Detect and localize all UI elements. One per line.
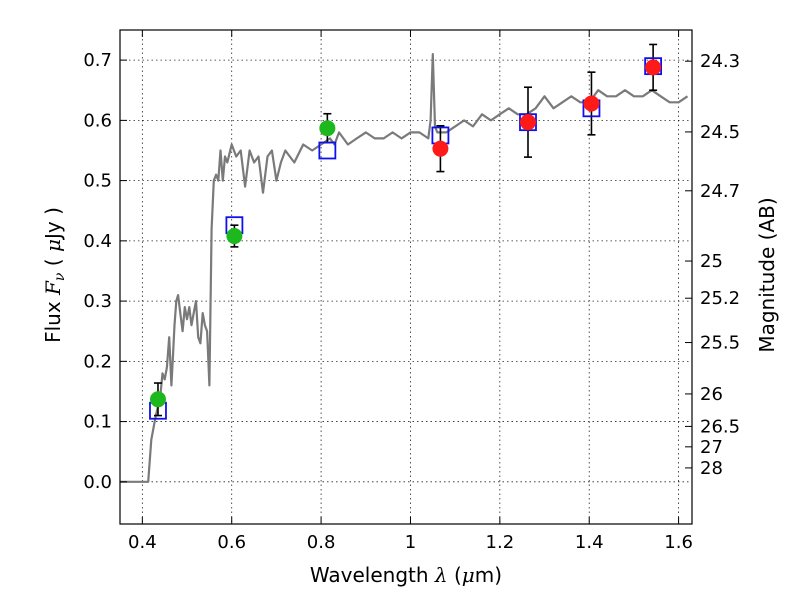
x-tick-label: 1.6 [664, 532, 693, 553]
y-axis-label: Flux Fν ( μJy ) [41, 207, 68, 343]
x-tick-label: 0.4 [128, 532, 157, 553]
y-tick-label: 0.1 [83, 412, 112, 433]
x-tick-label: 1.2 [486, 532, 515, 553]
model-spectrum [120, 52, 689, 483]
y-tick-label: 0.4 [83, 231, 112, 252]
y2-axis-label: Magnitude (AB) [755, 197, 779, 352]
y2-tick-label: 24.3 [700, 51, 740, 72]
axis-ticks: 0.4 0.6 0.8 1 1.2 1.4 1.6 0.0 0.1 0.2 0.3 0.4 0.5 0.6… [83, 30, 740, 553]
y2-tick-label: 27 [700, 437, 723, 458]
y2-tick-label: 25 [700, 251, 723, 272]
x-axis-label: Wavelength λ (μm) [310, 563, 502, 587]
x-tick-label: 0.6 [217, 532, 246, 553]
y-tick-label: 0.7 [83, 50, 112, 71]
green-data-point [226, 228, 243, 245]
x-tick-label: 1.4 [575, 532, 604, 553]
red-data-point [432, 140, 449, 157]
y-tick-label: 0.6 [83, 110, 112, 131]
y2-tick-label: 25.5 [700, 333, 740, 354]
red-data-point [645, 59, 662, 76]
data-points [149, 57, 663, 420]
x-tick-label: 1 [405, 532, 416, 553]
y-tick-label: 0.0 [83, 472, 112, 493]
plot-frame [119, 29, 693, 525]
y-tick-label: 0.3 [83, 291, 112, 312]
y-tick-label: 0.5 [83, 171, 112, 192]
green-data-point [319, 120, 336, 137]
y2-tick-label: 25.2 [700, 288, 740, 309]
model-photometry-square [318, 141, 337, 160]
y2-tick-label: 24.5 [700, 122, 740, 143]
spectrum-line [120, 52, 689, 483]
x-tick-label: 0.8 [307, 532, 336, 553]
grid-lines [120, 30, 692, 524]
y2-tick-label: 26.5 [700, 416, 740, 437]
y2-tick-label: 24.7 [700, 181, 740, 202]
red-data-point [519, 114, 536, 131]
red-data-point [583, 95, 600, 112]
y-tick-label: 0.2 [83, 351, 112, 372]
y2-tick-label: 28 [700, 458, 723, 479]
y2-tick-label: 26 [700, 384, 723, 405]
green-data-point [149, 391, 166, 408]
